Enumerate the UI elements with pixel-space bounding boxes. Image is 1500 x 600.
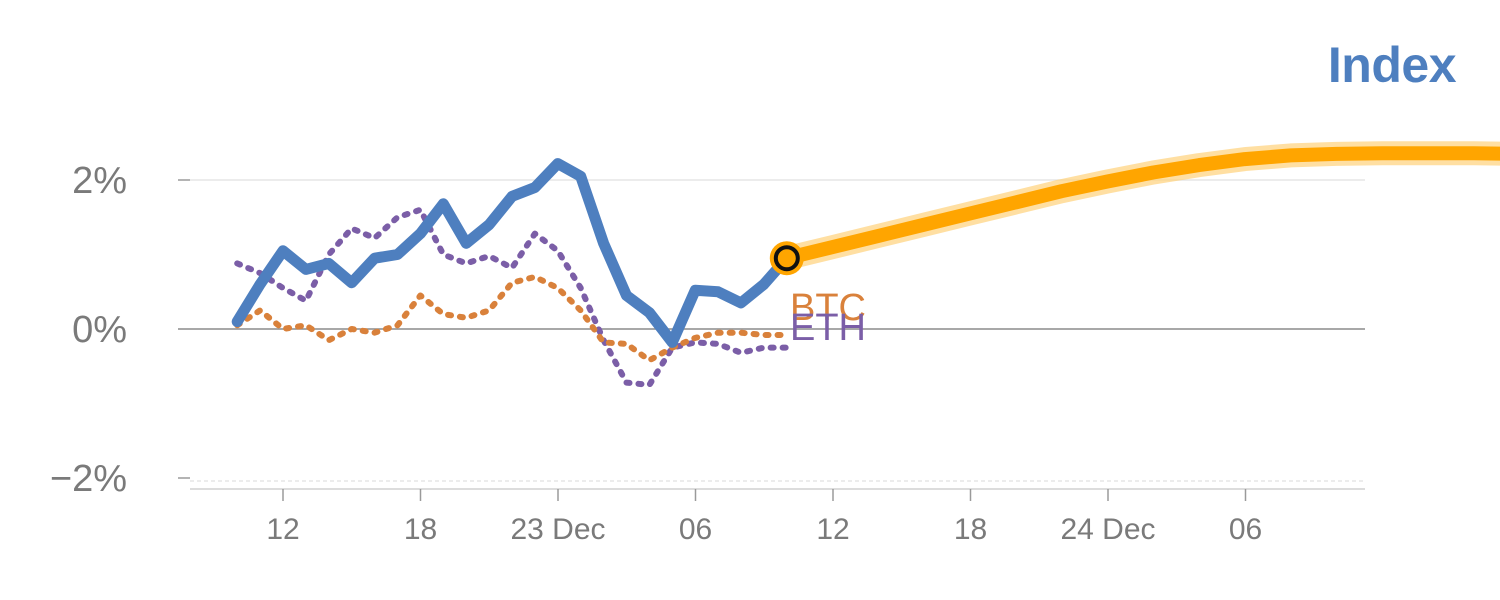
index-line	[231, 158, 793, 348]
btc-label: BTC	[790, 287, 866, 329]
x-tick-label: 18	[404, 513, 437, 546]
x-tick-label: 23 Dec	[510, 513, 605, 546]
axis-layer: 2% 0% −2% 12 18 23 Dec 06 12 18 24 Dec 06	[50, 160, 1365, 546]
y-tick-label: −2%	[50, 458, 127, 500]
x-tick-label: 18	[954, 513, 987, 546]
x-tick-label: 12	[816, 513, 849, 546]
marker-layer	[769, 241, 804, 276]
x-tick-label: 24 Dec	[1060, 513, 1155, 546]
x-tick-label: 12	[266, 513, 299, 546]
forecast-line	[779, 146, 1500, 266]
forecast-start-marker	[773, 245, 800, 272]
chart-legend-title: Index	[1327, 37, 1457, 93]
btc-line	[234, 273, 790, 364]
x-tick-label: 06	[1229, 513, 1262, 546]
x-tick-label: 06	[679, 513, 712, 546]
series-layer	[231, 141, 1500, 388]
eth-line	[234, 206, 790, 388]
eth-label: ETH	[790, 307, 866, 349]
y-tick-label: 0%	[72, 309, 127, 351]
y-tick-label: 2%	[72, 160, 127, 202]
